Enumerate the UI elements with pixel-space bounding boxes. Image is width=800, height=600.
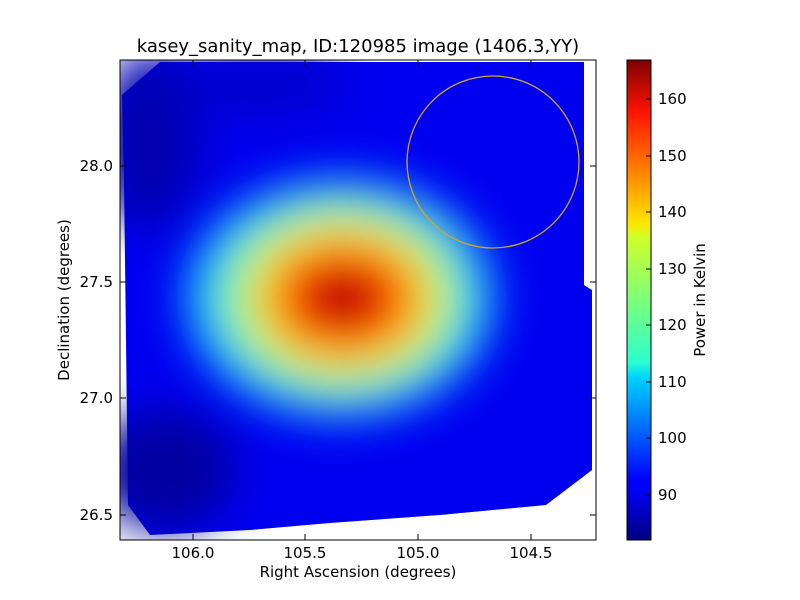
y-tick-label: 27.0	[80, 389, 113, 407]
x-tick-label: 105.5	[284, 544, 327, 562]
colorbar-tick-label: 90	[658, 486, 677, 504]
plot-area	[119, 59, 597, 541]
x-axis-label: Right Ascension (degrees)	[260, 563, 457, 581]
aperture-circle	[406, 75, 580, 249]
chart-title: kasey_sanity_map, ID:120985 image (1406.…	[137, 36, 579, 57]
colorbar-tick-label: 120	[658, 316, 687, 334]
source-layer-peak	[315, 280, 371, 316]
x-tick-label: 106.0	[172, 544, 215, 562]
y-tick-label: 27.5	[80, 273, 113, 291]
colorbar-tick-label: 130	[658, 260, 687, 278]
colorbar-tick-label: 140	[658, 203, 687, 221]
x-tick-label: 104.5	[510, 544, 553, 562]
plot-frame	[119, 59, 597, 541]
colorbar-label: Power in Kelvin	[691, 243, 709, 357]
x-axis: 106.0 105.5 105.0 104.5 Right Ascension …	[172, 60, 553, 581]
colorbar-tick-label: 160	[658, 90, 687, 108]
colorbar-tick-label: 110	[658, 373, 687, 391]
low-region-bottom-left	[120, 410, 235, 530]
colorbar: 90 100 110 120 130 140 150 160 Power in …	[626, 59, 709, 541]
low-region-left	[120, 60, 200, 230]
y-tick-label: 28.0	[80, 157, 113, 175]
y-tick-label: 26.5	[80, 506, 113, 524]
colorbar-tick-label: 100	[658, 429, 687, 447]
low-region-top	[170, 60, 350, 115]
colorbar-tick-label: 150	[658, 147, 687, 165]
y-axis: 26.5 27.0 27.5 28.0 Declination (degrees…	[55, 157, 596, 524]
colorbar-gradient	[626, 59, 652, 541]
y-axis-label: Declination (degrees)	[55, 219, 73, 381]
x-tick-label: 105.0	[397, 544, 440, 562]
heatmap-field	[120, 60, 592, 535]
